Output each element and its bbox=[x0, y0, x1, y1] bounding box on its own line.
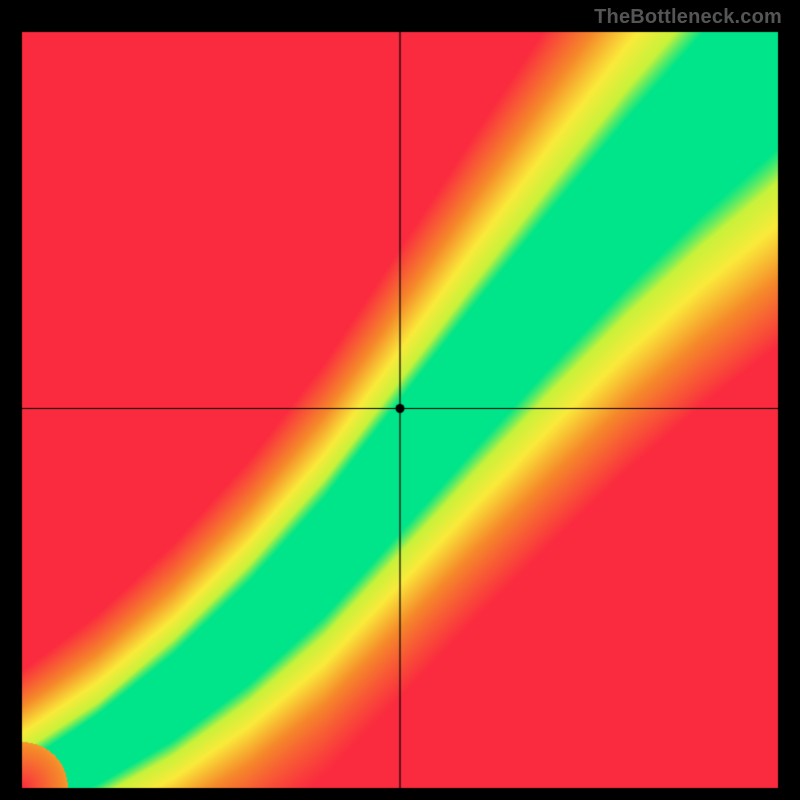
bottleneck-heatmap-canvas bbox=[0, 0, 800, 800]
watermark-text: TheBottleneck.com bbox=[594, 6, 782, 29]
chart-container: TheBottleneck.com bbox=[0, 0, 800, 800]
